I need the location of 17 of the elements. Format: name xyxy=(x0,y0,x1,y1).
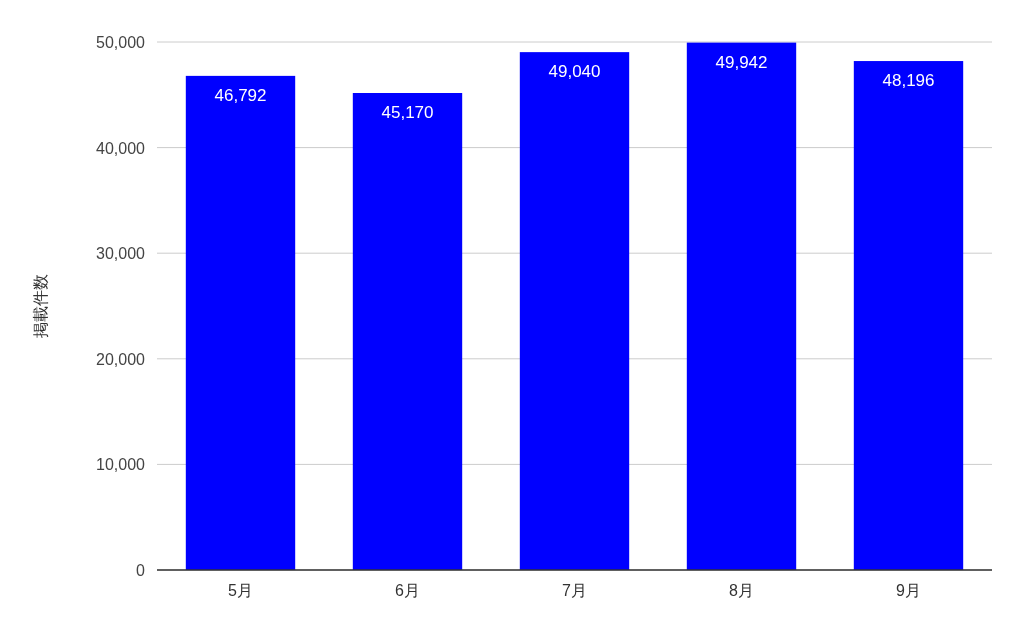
x-tick-label: 9月 xyxy=(896,582,921,599)
y-tick-label: 20,000 xyxy=(96,350,146,368)
data-label: 45,170 xyxy=(381,103,434,122)
x-tick-label: 5月 xyxy=(228,582,253,599)
y-tick-label: 0 xyxy=(136,562,146,579)
y-tick-label: 50,000 xyxy=(96,34,146,51)
y-tick-label: 10,000 xyxy=(96,456,146,474)
x-tick-label: 7月 xyxy=(562,582,587,599)
y-tick-label: 30,000 xyxy=(96,245,146,263)
data-label: 48,196 xyxy=(882,71,935,91)
y-tick-label: 40,000 xyxy=(96,139,146,157)
data-label: 46,792 xyxy=(214,85,267,105)
x-tick-label: 6月 xyxy=(395,582,420,599)
data-label: 49,040 xyxy=(548,62,601,82)
data-label: 49,942 xyxy=(715,52,768,72)
y-axis-title: 掲載件数 xyxy=(32,274,49,338)
x-tick-label: 8月 xyxy=(729,582,754,599)
